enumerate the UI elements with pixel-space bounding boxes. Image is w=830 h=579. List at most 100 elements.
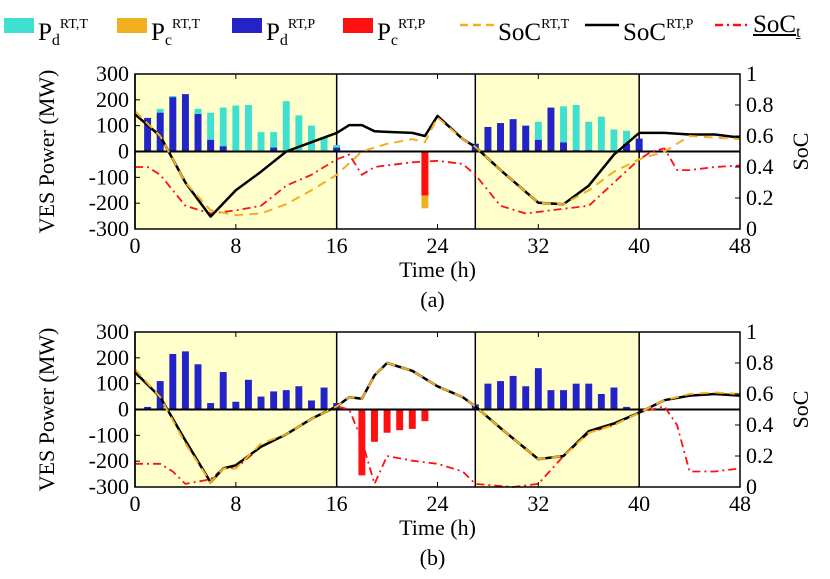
y-tick-label-4: 100: [96, 113, 129, 138]
pd-t-bar-6: [219, 107, 227, 152]
pd-p-bar-17: [484, 383, 492, 410]
y-tick-label-2: -100: [89, 164, 129, 189]
pd-p-bar-15: [547, 107, 555, 152]
chart-caption: (a): [420, 287, 444, 312]
y2-tick-label-3: 0.6: [746, 123, 774, 148]
pc-p-bar-4: [408, 409, 416, 429]
pd-p-bar-22: [547, 390, 555, 410]
y2-tick-label-4: 0.8: [746, 92, 774, 117]
pd-t-bar-26: [597, 116, 605, 152]
pd-p-bar-13: [522, 125, 530, 152]
pd-t-bar-12: [295, 115, 303, 152]
y-tick-label-0: -300: [89, 216, 129, 241]
legend-label-1: PcRT,T: [151, 17, 201, 49]
y-tick-label-5: 200: [96, 345, 129, 370]
chart-caption: (b): [420, 545, 446, 570]
y2-tick-label-4: 0.8: [746, 350, 774, 375]
y-tick-label-1: -200: [89, 448, 129, 473]
y-tick-label-6: 300: [96, 319, 129, 344]
pd-p-bar-11: [282, 390, 290, 410]
soc-p-line: [134, 361, 741, 484]
pd-t-bar-21: [534, 121, 542, 152]
x-tick-label-4: 32: [527, 491, 549, 516]
y-tick-label-0: -300: [89, 474, 129, 499]
y-tick-label-1: -200: [89, 190, 129, 215]
pd-t-bar-25: [585, 121, 593, 152]
pd-t-bar-27: [610, 129, 618, 152]
pd-p-bar-25: [585, 383, 593, 410]
legend-swatch-2: [232, 18, 262, 33]
x-tick-label-2: 16: [326, 233, 348, 258]
y2-tick-label-1: 0.2: [746, 185, 774, 210]
pd-p-bar-23: [560, 390, 568, 410]
x-axis-label: Time (h): [399, 257, 476, 282]
legend-swatch-3: [343, 18, 373, 33]
pd-p-bar-11: [497, 123, 504, 152]
pd-p-bar-27: [610, 387, 618, 410]
legend-label-5: SoCRT,P: [623, 17, 694, 46]
pc-p-bar-0: [421, 151, 429, 196]
pd-p-bar-8: [244, 379, 252, 410]
pd-p-bar-4: [194, 364, 202, 410]
y-tick-label-2: -100: [89, 422, 129, 447]
pd-p-bar-5: [207, 403, 215, 410]
pd-p-bar-2: [169, 353, 177, 410]
pd-t-bar-28: [623, 130, 631, 152]
pc-p-bar-2: [383, 409, 391, 433]
chart-a: 0 8 16 24 32 40 48-300-200-100010020030000.20.…: [34, 61, 813, 312]
pd-p-bar-8: [333, 147, 341, 152]
pc-p-bar-0: [358, 409, 366, 476]
pd-p-bar-6: [219, 372, 227, 410]
y2-tick-label-0: 0: [746, 216, 757, 241]
legend-swatch-1: [117, 18, 147, 33]
pd-p-bar-1: [156, 381, 164, 410]
pd-p-bar-14: [320, 387, 328, 410]
pd-t-bar-23: [560, 106, 568, 152]
pd-t-bar-13: [307, 125, 315, 152]
pd-p-bar-0: [144, 406, 152, 410]
legend-label-4: SoCRT,T: [498, 17, 570, 46]
y-tick-label-6: 300: [96, 61, 129, 86]
legend-item-5: SoCRT,P: [585, 10, 693, 48]
pd-t-bar-5: [207, 112, 215, 152]
pc-p-bar-1: [371, 409, 378, 442]
y2-tick-label-0: 0: [746, 474, 757, 499]
x-tick-label-0: 0: [130, 233, 141, 258]
y-tick-label-5: 200: [96, 87, 129, 112]
y-axis-label: VES Power (MW): [34, 70, 59, 234]
y2-tick-label-5: 1: [746, 319, 757, 344]
pd-p-bar-10: [484, 126, 492, 152]
legend-item-1: PcRT,T: [117, 10, 200, 56]
pd-t-bar-8: [244, 105, 252, 152]
x-tick-label-5: 40: [628, 233, 650, 258]
legend-swatch-5: [585, 10, 619, 48]
x-tick-label-4: 32: [527, 233, 549, 258]
pd-p-bar-12: [509, 119, 517, 152]
pd-p-bar-6: [219, 146, 227, 152]
pd-p-bar-19: [509, 375, 517, 410]
legend-item-0: PdRT,T: [4, 10, 88, 56]
pd-p-bar-26: [597, 394, 605, 410]
y-tick-label-3: 0: [118, 139, 129, 164]
pd-t-bar-7: [232, 105, 240, 152]
pd-p-bar-19: [623, 143, 631, 152]
y-tick-label-3: 0: [118, 397, 129, 422]
pd-p-bar-21: [534, 368, 542, 410]
legend-item-3: PcRT,P: [343, 10, 425, 56]
y2-tick-label-2: 0.4: [746, 154, 774, 179]
pd-p-bar-10: [270, 391, 278, 410]
pd-p-bar-3: [181, 351, 189, 410]
pd-p-bar-5: [207, 139, 215, 152]
x-tick-label-1: 8: [230, 233, 241, 258]
pd-p-bar-20: [635, 138, 643, 152]
x-tick-label-2: 16: [326, 491, 348, 516]
pd-p-bar-12: [295, 386, 303, 410]
y2-tick-label-3: 0.6: [746, 381, 774, 406]
pd-t-bar-11: [282, 101, 290, 152]
pd-p-bar-16: [560, 142, 568, 152]
pd-p-bar-14: [534, 139, 542, 152]
legend-item-4: SoCRT,T: [460, 10, 569, 48]
legend-swatch-6: [715, 10, 749, 48]
x-axis-label: Time (h): [399, 515, 476, 540]
x-tick-label-6: 48: [729, 233, 751, 258]
